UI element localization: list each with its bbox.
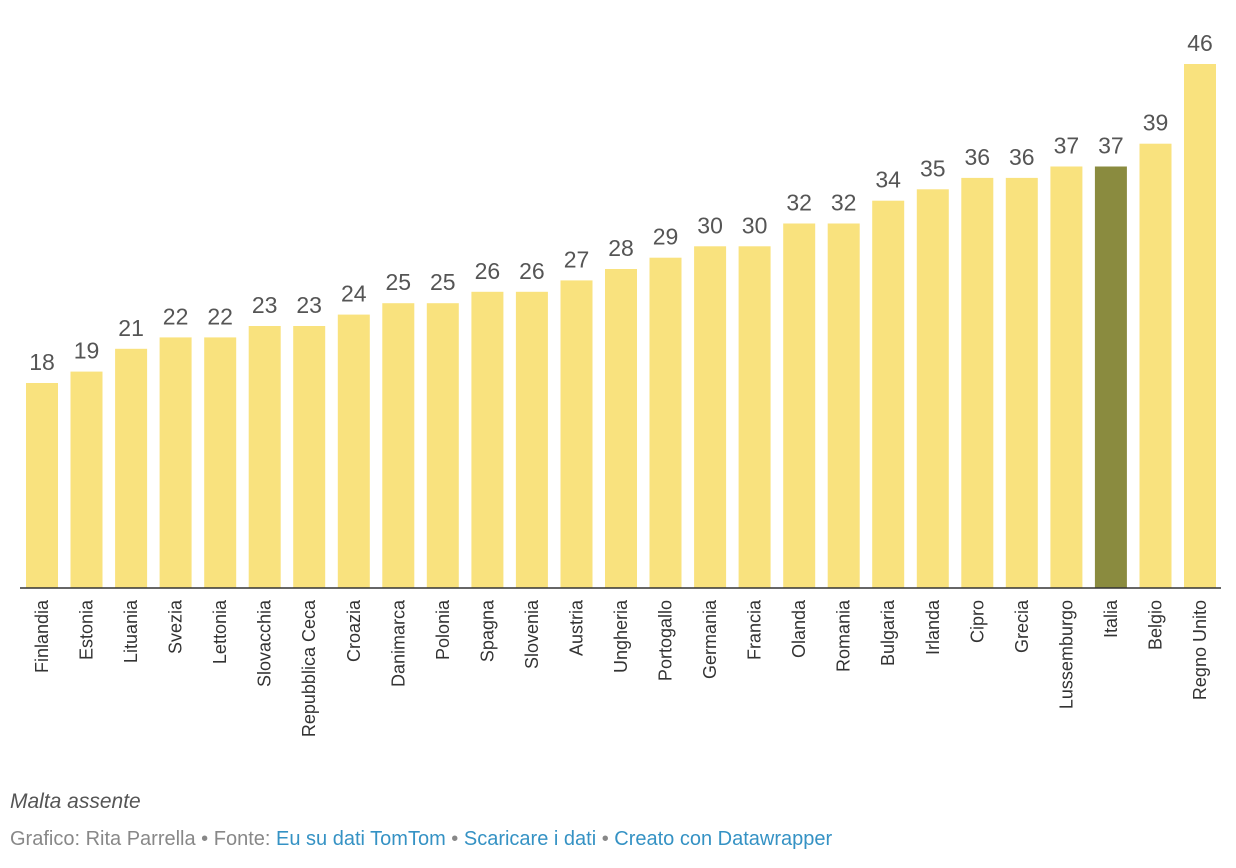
bar: [605, 269, 637, 588]
bar: [961, 177, 994, 588]
bar: [1184, 64, 1216, 588]
x-tick-label: Cipro: [967, 600, 987, 643]
credit-separator: •: [195, 828, 214, 850]
x-tick-label: Regno Unito: [1190, 600, 1210, 700]
bar-value-label: 25: [386, 269, 412, 295]
bar: [872, 200, 905, 588]
x-tick-label: Slovenia: [522, 599, 542, 669]
bar-value-label: 21: [118, 315, 144, 341]
credit-separator: •: [596, 828, 615, 850]
bar: [916, 189, 949, 589]
bar: [1005, 177, 1038, 588]
bar-value-label: 18: [29, 349, 55, 375]
bar-value-label: 27: [564, 246, 590, 272]
x-tick-label: Austria: [567, 599, 587, 656]
x-tick-label: Croazia: [344, 599, 364, 662]
bar-value-label: 36: [1009, 144, 1035, 170]
bar-value-label: 32: [786, 190, 812, 216]
x-tick-label: Estonia: [77, 599, 97, 660]
source-link[interactable]: Eu su dati TomTom: [276, 828, 446, 850]
bar: [1094, 166, 1127, 588]
data-labels: 18 19 21 22 22 23 23 24 25 25 26 26 27 28 29 30 30 32 32 34…: [29, 30, 1213, 375]
x-tick-label: Slovacchia: [255, 599, 275, 687]
bar: [738, 246, 771, 589]
bars: [26, 64, 1216, 589]
bar-value-label: 39: [1143, 110, 1169, 136]
bar-value-label: 24: [341, 281, 367, 307]
bar: [471, 291, 504, 588]
bar: [560, 280, 593, 588]
bar-value-label: 46: [1187, 30, 1213, 56]
x-tick-label: Lettonia: [210, 599, 230, 664]
credit-author: Grafico: Rita Parrella: [10, 828, 196, 850]
bar-value-label: 22: [207, 303, 233, 329]
bar: [248, 326, 281, 588]
x-tick-label: Bulgaria: [878, 599, 898, 666]
bar-value-label: 22: [163, 303, 189, 329]
bar-value-label: 29: [653, 224, 679, 250]
bar-value-label: 37: [1098, 133, 1124, 159]
bar-value-label: 23: [296, 292, 322, 318]
x-tick-label: Repubblica Ceca: [299, 599, 319, 737]
x-tick-label: Irlanda: [923, 599, 943, 655]
bar-value-label: 23: [252, 292, 278, 318]
x-tick-label: Romania: [834, 599, 854, 672]
bar: [426, 303, 459, 588]
bar: [649, 257, 682, 588]
bar-value-label: 30: [742, 212, 768, 238]
bar: [26, 383, 58, 588]
bar: [70, 371, 103, 588]
bar-value-label: 34: [875, 167, 901, 193]
bar-value-label: 26: [475, 258, 501, 284]
bar-value-label: 25: [430, 269, 456, 295]
x-tick-label: Lussemburgo: [1056, 600, 1076, 709]
bar: [382, 303, 415, 588]
bar: [159, 337, 192, 588]
bar-value-label: 30: [697, 212, 723, 238]
bar-value-label: 19: [74, 338, 100, 364]
bar: [694, 246, 727, 589]
bar-value-label: 35: [920, 155, 946, 181]
bar: [783, 223, 816, 588]
bar: [115, 348, 148, 588]
bar-value-label: 32: [831, 190, 857, 216]
x-tick-label: Spagna: [477, 599, 497, 662]
x-tick-label: Grecia: [1012, 599, 1032, 653]
credit-source-label: Fonte:: [213, 828, 277, 850]
bar-value-label: 36: [965, 144, 991, 170]
x-tick-label: Polonia: [433, 599, 453, 660]
bar: [337, 314, 370, 588]
bar: [204, 337, 237, 588]
bar: [1139, 143, 1172, 588]
x-tick-label: Italia: [1101, 599, 1121, 638]
download-data-link[interactable]: Scaricare i dati: [463, 828, 597, 850]
x-tick-label: Svezia: [166, 599, 186, 654]
bar: [827, 223, 860, 588]
bar: [1050, 166, 1083, 588]
bar-value-label: 28: [608, 235, 634, 261]
x-tick-label: Ungheria: [611, 599, 631, 673]
x-axis-tick-labels: Finlandia Estonia Lituania Svezia Lettonia Sl…: [32, 599, 1210, 737]
x-tick-label: Lituania: [121, 599, 141, 663]
x-tick-label: Olanda: [789, 599, 809, 658]
chart-credits: Grafico: Rita Parrella • Fonte: Eu su da…: [10, 828, 1220, 851]
x-tick-label: Germania: [700, 599, 720, 679]
credit-separator: •: [445, 828, 464, 850]
bar-value-label: 26: [519, 258, 545, 284]
x-tick-label: Danimarca: [388, 599, 408, 687]
x-tick-label: Francia: [745, 599, 765, 660]
x-tick-label: Belgio: [1146, 600, 1166, 650]
datawrapper-link[interactable]: Creato con Datawrapper: [614, 828, 833, 850]
bar-value-label: 37: [1054, 133, 1080, 159]
bar-chart: 18 19 21 22 22 23 23 24 25 25 26 26 27 28 29 30 30 32 32 34…: [20, 30, 1221, 737]
bar: [293, 326, 326, 588]
chart-note: Malta assente: [10, 790, 141, 813]
bar: [515, 291, 548, 588]
x-tick-label: Finlandia: [32, 599, 52, 673]
x-tick-label: Portogallo: [656, 600, 676, 681]
